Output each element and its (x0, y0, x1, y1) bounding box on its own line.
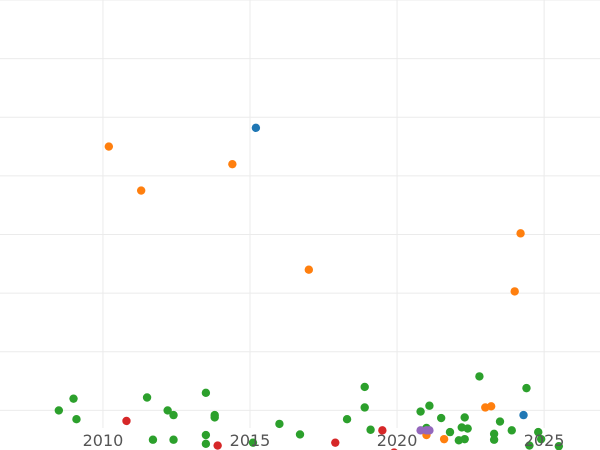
data-point (304, 265, 314, 274)
data-point (295, 430, 305, 439)
data-points (54, 123, 564, 450)
data-point (360, 382, 369, 392)
data-point (251, 123, 261, 133)
data-point (228, 159, 237, 169)
data-point (439, 434, 449, 444)
data-point (169, 410, 178, 420)
data-point (378, 426, 387, 435)
data-point (416, 426, 425, 435)
data-point (169, 435, 178, 444)
x-tick-label: 2020 (377, 431, 418, 450)
data-point (489, 429, 499, 439)
data-point (554, 441, 564, 450)
data-point (201, 439, 211, 449)
data-point (445, 427, 455, 437)
data-point (148, 435, 158, 444)
x-tick-label: 2025 (524, 431, 565, 450)
data-point (495, 417, 505, 426)
data-point (360, 403, 369, 412)
data-point (519, 410, 528, 420)
data-point (69, 394, 78, 403)
data-point (201, 388, 211, 398)
data-point (213, 441, 222, 450)
data-point (489, 435, 499, 444)
data-point (510, 287, 519, 296)
data-point (516, 229, 525, 238)
data-point (54, 406, 64, 415)
data-point (534, 427, 543, 437)
data-point (436, 413, 446, 423)
data-point (122, 416, 131, 426)
data-point (142, 393, 152, 402)
data-point (248, 438, 258, 447)
data-point (210, 413, 219, 422)
data-point (163, 406, 172, 415)
data-point (416, 407, 425, 416)
data-point (342, 415, 352, 424)
data-point (366, 425, 375, 434)
data-point (72, 415, 81, 424)
data-point (522, 383, 531, 393)
data-point (525, 441, 534, 450)
data-point (425, 401, 434, 410)
data-point (507, 426, 516, 435)
x-tick-label: 2010 (83, 431, 124, 450)
data-point (275, 419, 284, 429)
x-tick-label: 2015 (230, 431, 271, 450)
data-point (536, 434, 546, 444)
x-axis-ticks: 2010 2015 2020 2025 (83, 431, 565, 450)
data-point (201, 430, 211, 440)
data-point (460, 413, 469, 422)
data-point (331, 438, 340, 447)
data-point (460, 434, 469, 444)
gridlines (0, 0, 600, 428)
data-point (136, 186, 146, 195)
data-point (486, 402, 496, 411)
data-point (475, 372, 484, 381)
data-point (463, 424, 472, 433)
data-point (104, 142, 114, 151)
data-point (425, 426, 434, 435)
